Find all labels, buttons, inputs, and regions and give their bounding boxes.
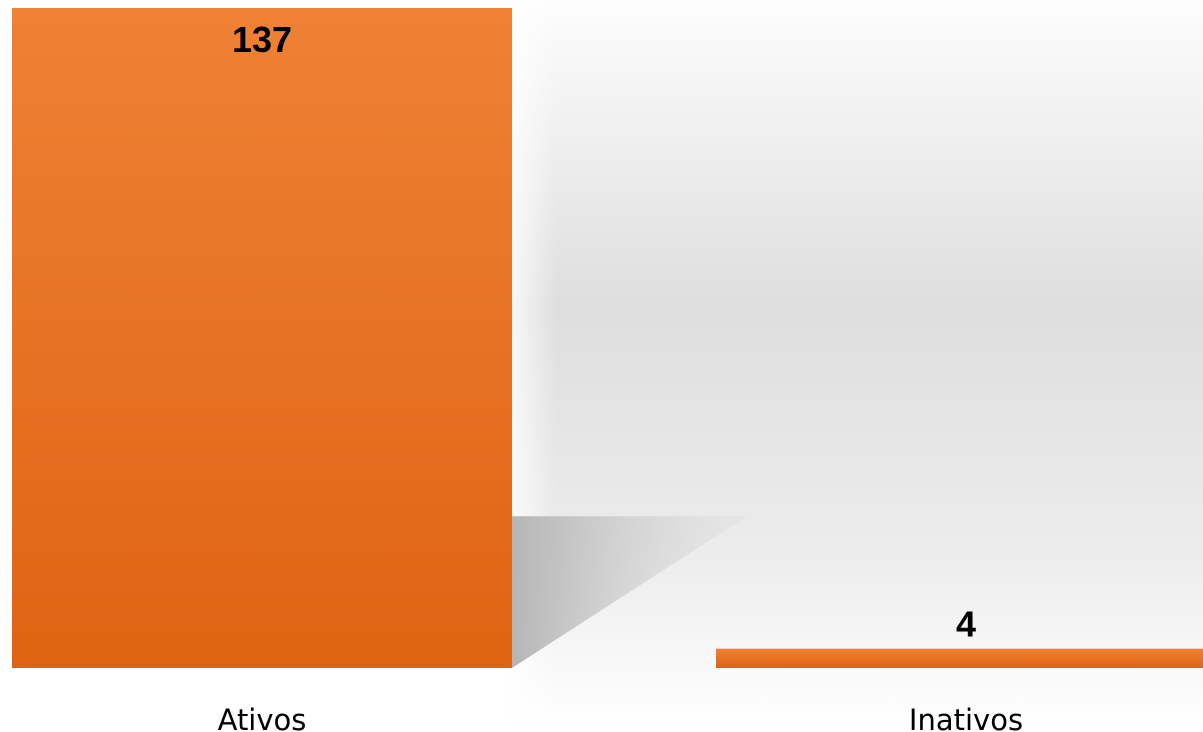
chart-backdrop	[500, 0, 1203, 732]
data-label-ativos: 137	[232, 19, 292, 60]
bar-inativos	[716, 648, 1203, 668]
data-labels-group: 137 4	[232, 19, 976, 645]
bar-shadow-ativos	[512, 516, 747, 668]
category-label-ativos: Ativos	[218, 703, 307, 732]
bar-shadows	[512, 516, 747, 668]
category-label-inativos: Inativos	[909, 703, 1023, 732]
bars-group	[12, 8, 1203, 668]
data-label-inativos: 4	[956, 604, 976, 645]
category-labels-group: Ativos Inativos	[218, 703, 1023, 732]
bar-ativos	[12, 8, 512, 668]
backdrop-fade	[500, 0, 1203, 732]
